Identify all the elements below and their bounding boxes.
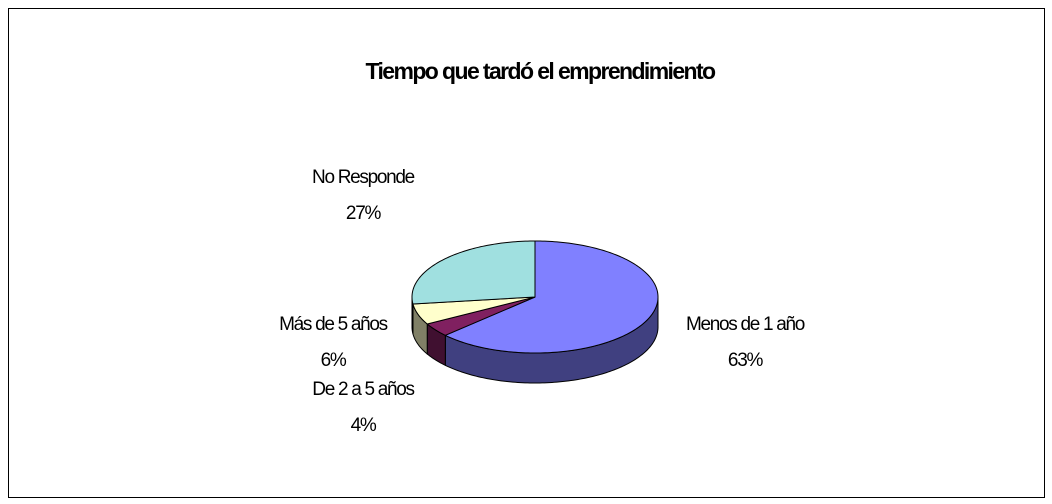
slice-value-label: 63%: [728, 350, 764, 371]
slice-label: Menos de 1 año: [686, 314, 805, 335]
chart-title: Tiempo que tardó el emprendimiento: [365, 58, 716, 84]
slice-value-label: 6%: [321, 350, 347, 371]
slice-label: Más de 5 años: [279, 314, 388, 335]
slice-value-label: 27%: [346, 203, 382, 224]
slice: [411, 240, 536, 305]
slice: [444, 240, 659, 354]
slice-value-label: 4%: [351, 415, 377, 436]
slice: [426, 296, 536, 336]
slice: [412, 296, 536, 325]
slice-label: No Responde: [312, 167, 415, 188]
slice-label: De 2 a 5 años: [312, 379, 414, 400]
